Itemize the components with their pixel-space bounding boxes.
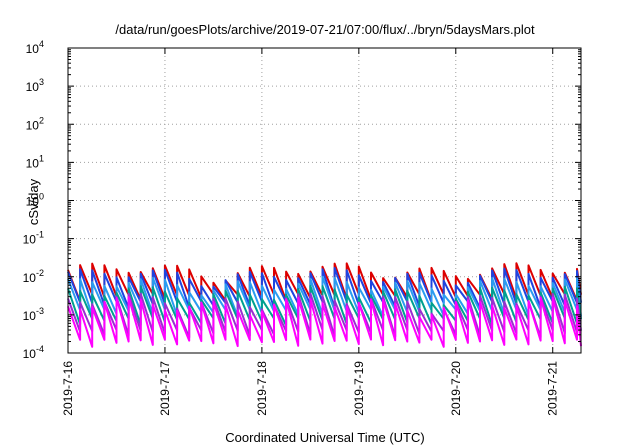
y-tick-label: 102: [26, 115, 44, 132]
y-axis: 10-4 10-3 10-2 10-1 100 101 102 103 104: [23, 39, 581, 361]
series-line: [67, 284, 582, 327]
series-line: [67, 296, 582, 348]
series-group: [67, 262, 582, 348]
series-line: [67, 275, 582, 318]
x-tick-label: 2019-7-21: [546, 361, 560, 416]
y-tick-label: 104: [26, 39, 44, 56]
x-tick-label: 2019-7-18: [255, 361, 269, 416]
chart-title: /data/run/goesPlots/archive/2019-07-21/0…: [115, 22, 535, 37]
series-line: [67, 267, 582, 310]
x-tick-label: 2019-7-19: [352, 361, 366, 416]
y-tick-label: 10-3: [23, 306, 44, 323]
y-axis-label: cSv/day: [26, 178, 41, 225]
x-axis-label: Coordinated Universal Time (UTC): [225, 430, 424, 445]
y-tick-label: 10-2: [23, 268, 44, 285]
x-axis: 2019-7-16 2019-7-17 2019-7-18 2019-7-19 2019…: [61, 48, 560, 416]
x-tick-label: 2019-7-20: [449, 361, 463, 416]
x-tick-label: 2019-7-17: [158, 361, 172, 416]
y-tick-label: 10-1: [23, 230, 44, 247]
series-line: [67, 292, 582, 339]
y-tick-label: 100: [26, 192, 44, 209]
y-tick-label: 103: [26, 77, 44, 94]
y-tick-label: 10-4: [23, 344, 44, 361]
y-tick-label: 101: [26, 153, 44, 170]
x-tick-label: 2019-7-16: [61, 361, 75, 416]
